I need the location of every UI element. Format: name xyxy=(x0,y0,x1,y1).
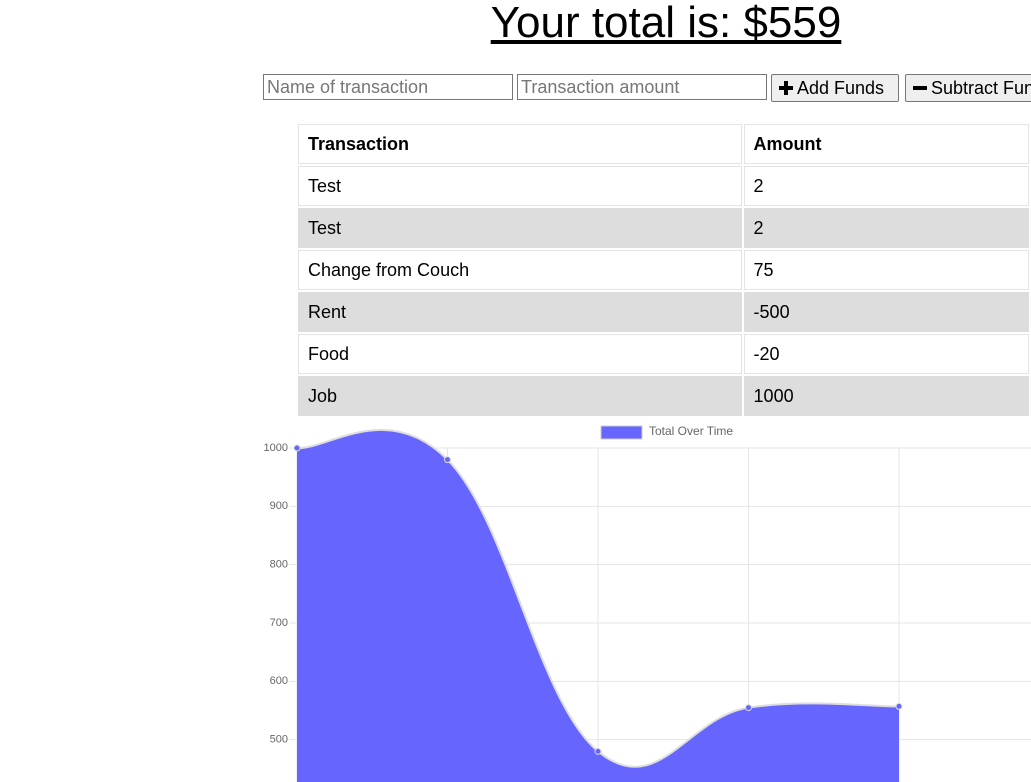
table-row: Rent -500 xyxy=(298,292,1029,332)
table-cell: -500 xyxy=(743,292,1029,332)
table-cell: -20 xyxy=(743,334,1029,374)
amount-input[interactable]: Transaction amount xyxy=(517,74,767,100)
point xyxy=(293,444,301,452)
table-cell: Test xyxy=(298,166,742,206)
table-cell: 1000 xyxy=(743,376,1029,416)
subtract-label: Subtract Funds xyxy=(931,78,1031,98)
transaction-table: Transaction Amount Test 2 Test 2 Change from … xyxy=(296,122,1031,418)
header-cell: Amount xyxy=(743,124,1029,164)
table-row: Change from Couch 75 xyxy=(298,250,1029,290)
y-tick-label: 900 xyxy=(270,500,288,512)
add-label: Add Funds xyxy=(797,78,885,98)
table-cell: 2 xyxy=(743,208,1029,248)
table-row: Test 2 xyxy=(298,166,1029,206)
chart: Total Over Time 500 600 700 800 900 1000 xyxy=(264,424,1031,782)
table-cell: Job xyxy=(298,376,742,416)
table-cell: 2 xyxy=(743,166,1029,206)
table-cell: Test xyxy=(298,208,742,248)
table-row: Job 1000 xyxy=(298,376,1029,416)
table-cell: 75 xyxy=(743,250,1029,290)
y-tick-label: 800 xyxy=(270,559,288,571)
y-tick-label: 600 xyxy=(270,675,288,687)
y-tick-label: 1000 xyxy=(264,442,288,454)
table-cell: Food xyxy=(298,334,742,374)
table-row: Test 2 xyxy=(298,208,1029,248)
table-cell: Change from Couch xyxy=(298,250,742,290)
area xyxy=(297,429,899,782)
minus-icon xyxy=(913,86,927,90)
table-cell: Rent xyxy=(298,292,742,332)
legend-swatch xyxy=(600,425,643,440)
point xyxy=(745,704,752,712)
header-cell: Transaction xyxy=(298,124,742,164)
add-button[interactable]: Add Funds xyxy=(771,74,899,102)
line xyxy=(296,428,900,768)
point xyxy=(444,456,451,464)
legend-label: Total Over Time xyxy=(649,424,733,438)
header-row: Transaction Amount xyxy=(298,124,1029,164)
total-title: Your total is: $559 xyxy=(490,0,842,47)
subtract-button[interactable]: Subtract Funds xyxy=(905,74,1031,102)
name-input[interactable]: Name of transaction xyxy=(263,74,513,100)
plus-icon xyxy=(779,81,793,95)
y-tick-label: 700 xyxy=(270,617,288,629)
point xyxy=(594,747,602,755)
table-row: Food -20 xyxy=(298,334,1029,374)
point xyxy=(895,702,903,710)
y-tick-label: 500 xyxy=(270,734,288,746)
